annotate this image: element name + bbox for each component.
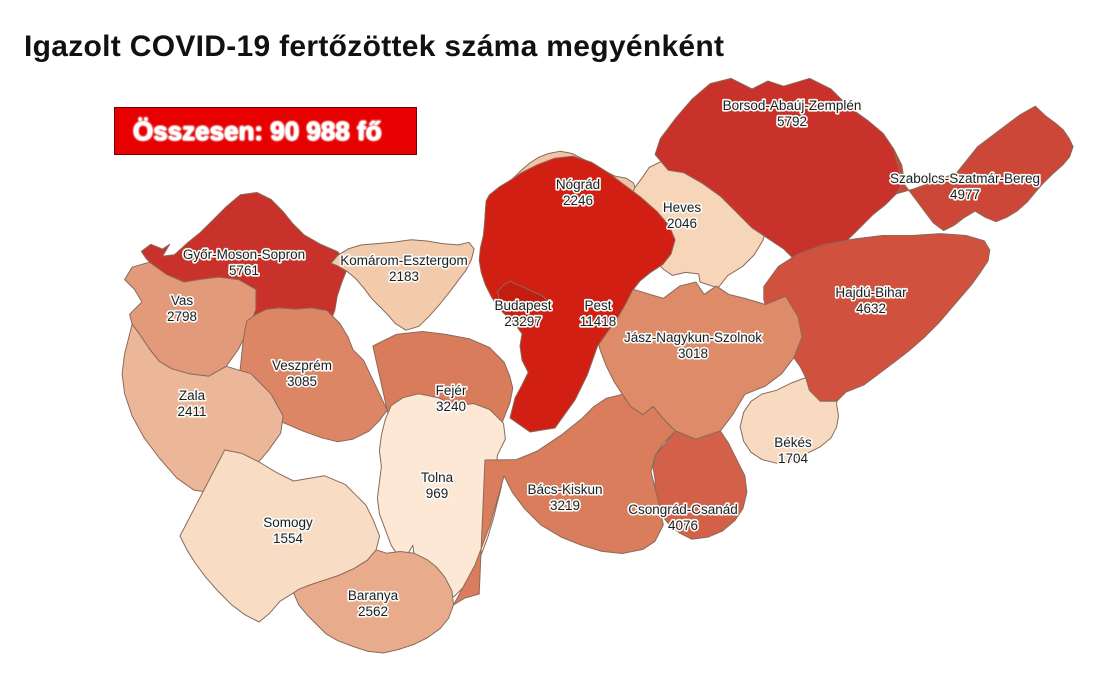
svg-text:Borsod-Abaúj-Zemplén: Borsod-Abaúj-Zemplén bbox=[723, 98, 862, 113]
svg-text:Vas: Vas bbox=[171, 293, 194, 308]
svg-text:Csongrád-Csanád: Csongrád-Csanád bbox=[628, 502, 738, 517]
svg-text:Fejér: Fejér bbox=[436, 383, 467, 398]
svg-text:2411: 2411 bbox=[177, 404, 206, 419]
svg-text:5761: 5761 bbox=[229, 263, 259, 278]
svg-text:Somogy: Somogy bbox=[263, 515, 313, 530]
svg-text:3085: 3085 bbox=[287, 374, 317, 389]
svg-text:Nógrád: Nógrád bbox=[556, 177, 600, 192]
svg-text:1704: 1704 bbox=[778, 451, 809, 466]
svg-text:11418: 11418 bbox=[580, 314, 617, 329]
svg-text:Szabolcs-Szatmár-Bereg: Szabolcs-Szatmár-Bereg bbox=[890, 171, 1040, 186]
svg-text:3240: 3240 bbox=[436, 399, 466, 414]
svg-text:Heves: Heves bbox=[663, 200, 702, 215]
svg-text:Zala: Zala bbox=[179, 388, 206, 403]
svg-text:Jász-Nagykun-Szolnok: Jász-Nagykun-Szolnok bbox=[624, 330, 762, 345]
svg-text:3018: 3018 bbox=[678, 346, 708, 361]
svg-text:Békés: Békés bbox=[774, 435, 812, 450]
svg-text:23297: 23297 bbox=[504, 314, 542, 329]
svg-text:5792: 5792 bbox=[777, 114, 807, 129]
svg-text:Budapest: Budapest bbox=[494, 298, 551, 313]
svg-text:Komárom-Esztergom: Komárom-Esztergom bbox=[340, 253, 468, 268]
svg-text:2246: 2246 bbox=[563, 193, 593, 208]
svg-text:Baranya: Baranya bbox=[348, 588, 399, 603]
svg-text:3219: 3219 bbox=[550, 498, 580, 513]
svg-text:2046: 2046 bbox=[667, 216, 697, 231]
svg-text:1554: 1554 bbox=[273, 531, 304, 546]
svg-text:Győr-Moson-Sopron: Győr-Moson-Sopron bbox=[183, 247, 305, 262]
svg-text:2798: 2798 bbox=[167, 309, 197, 324]
svg-text:4977: 4977 bbox=[950, 187, 980, 202]
svg-text:Pest: Pest bbox=[584, 298, 611, 313]
svg-text:969: 969 bbox=[426, 486, 449, 501]
svg-text:2562: 2562 bbox=[358, 604, 388, 619]
svg-text:4632: 4632 bbox=[856, 301, 886, 316]
svg-text:Hajdú-Bihar: Hajdú-Bihar bbox=[835, 285, 907, 300]
svg-text:Bács-Kiskun: Bács-Kiskun bbox=[527, 482, 602, 497]
svg-text:Veszprém: Veszprém bbox=[272, 358, 332, 373]
svg-text:4076: 4076 bbox=[668, 518, 698, 533]
svg-text:Tolna: Tolna bbox=[421, 470, 454, 485]
svg-text:2183: 2183 bbox=[389, 269, 419, 284]
